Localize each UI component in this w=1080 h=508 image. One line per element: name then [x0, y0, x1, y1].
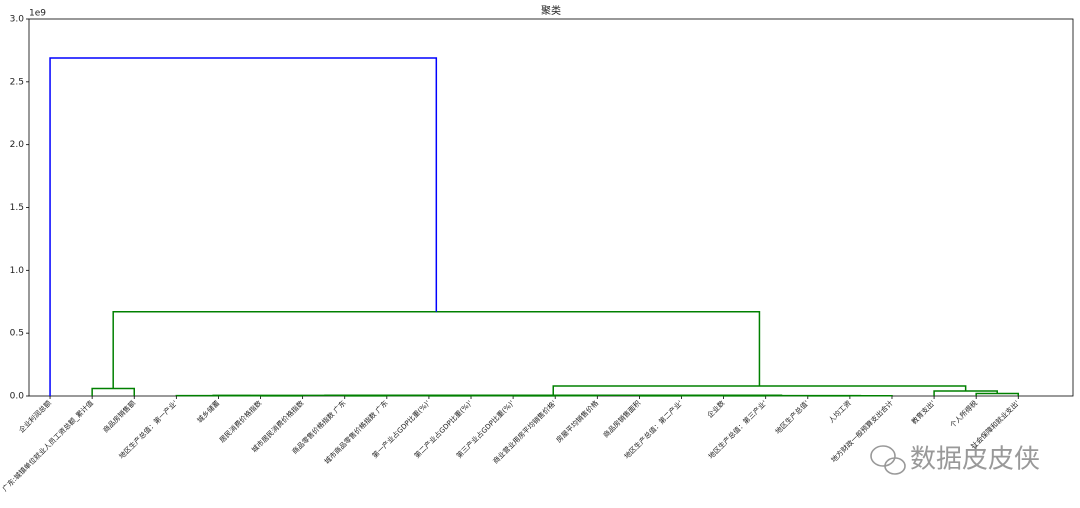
link	[552, 385, 967, 396]
leaf-label: 企业利润总额	[17, 398, 53, 434]
link	[112, 311, 761, 389]
leaf-label: 商品房销售面积	[601, 398, 642, 439]
leaf-label: 人均工资	[827, 398, 853, 424]
y-tick-label: 0.5	[10, 329, 24, 339]
y-tick-label: 1.0	[10, 266, 25, 276]
y-tick-label: 2.0	[10, 140, 25, 150]
leaf-label: 企业数	[705, 398, 726, 419]
chart-title: 聚类	[541, 4, 561, 17]
link	[975, 392, 1020, 396]
leaf-label: 房屋平均销售价格	[554, 398, 600, 444]
plot-frame	[28, 18, 1074, 397]
y-tick-label: 0.0	[10, 392, 25, 402]
axis-offset: 1e9	[29, 9, 46, 19]
leaf-label: 商品房销售额	[101, 398, 137, 434]
link	[91, 387, 135, 396]
leaf-label: 居民消费价格指数	[217, 398, 263, 444]
leaf-label: 地区生产总值'	[773, 398, 810, 435]
leaf-label: 广东:城镇单位就业人员工资总额_累计值	[0, 398, 95, 493]
leaf-label: 城乡储蓄	[195, 398, 221, 424]
watermark: 数据皮皮侠	[910, 445, 1040, 475]
link	[49, 57, 438, 396]
y-tick-label: 1.5	[10, 203, 24, 213]
y-tick-label: 2.5	[10, 77, 24, 87]
leaf-label: 教育支出'	[909, 398, 937, 426]
watermark-icon	[870, 445, 906, 475]
leaf-label: 个人所得税	[948, 398, 979, 429]
y-tick-label: 3.0	[10, 15, 25, 25]
